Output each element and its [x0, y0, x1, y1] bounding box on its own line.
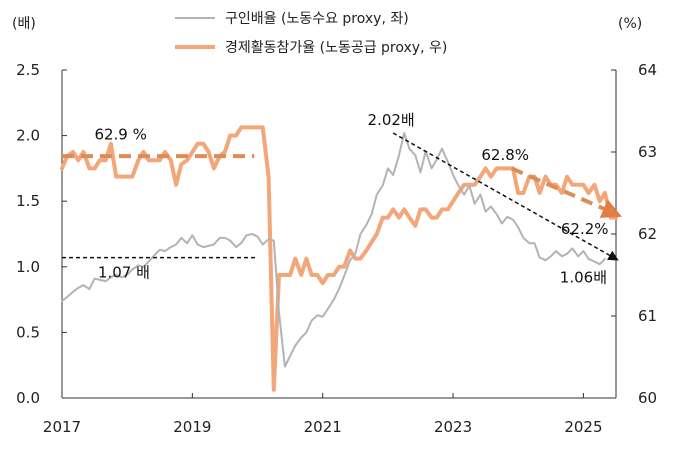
left-tick-label: 2.0 — [16, 127, 40, 145]
right-tick-label: 61 — [638, 307, 657, 325]
series-line-job-openings-ratio — [61, 132, 606, 368]
right-axis-unit: (%) — [618, 16, 642, 32]
left-tick-label: 2.5 — [16, 61, 40, 79]
series-layer — [60, 125, 618, 392]
left-tick-label: 1.0 — [16, 258, 40, 276]
right-tick-label: 60 — [638, 389, 657, 407]
x-tick-label: 2019 — [173, 418, 211, 436]
legend-label-participation-rate: 경제활동참가율 (노동공급 proxy, 우) — [225, 40, 447, 56]
right-tick-label: 64 — [638, 61, 657, 79]
x-tick-label: 2017 — [43, 418, 81, 436]
annotation-3: 2.02배 — [368, 111, 415, 129]
annotation-4: 62.8% — [481, 146, 529, 164]
reference-line-3 — [392, 132, 619, 261]
left-tick-label: 1.5 — [16, 192, 40, 210]
legend: 구인배율 (노동수요 proxy, 좌) 경제활동참가율 (노동공급 proxy… — [175, 11, 447, 56]
annotation-2: 1.07 배 — [98, 263, 150, 281]
series-line-participation-rate — [60, 125, 618, 392]
left-tick-label: 0.5 — [16, 323, 40, 341]
annotation-6: 1.06배 — [560, 269, 607, 287]
left-axis-unit: (배) — [12, 16, 36, 32]
reference-lines — [62, 132, 623, 261]
annotation-5: 62.2% — [561, 220, 609, 238]
x-tick-label: 2025 — [564, 418, 602, 436]
annotation-1: 62.9 % — [94, 126, 146, 144]
left-tick-label: 0.0 — [16, 389, 40, 407]
x-tick-label: 2021 — [304, 418, 342, 436]
legend-label-job-openings-ratio: 구인배율 (노동수요 proxy, 좌) — [225, 11, 409, 27]
x-tick-label: 2023 — [434, 418, 472, 436]
annotations: 62.9 % 1.07 배 2.02배 62.8% 62.2% 1.06배 — [94, 111, 608, 286]
axes: 0.0 0.5 1.0 1.5 2.0 2.5 60 61 62 63 64 2017 2019 2021… — [16, 61, 657, 436]
right-tick-label: 62 — [638, 225, 657, 243]
right-tick-label: 63 — [638, 143, 657, 161]
